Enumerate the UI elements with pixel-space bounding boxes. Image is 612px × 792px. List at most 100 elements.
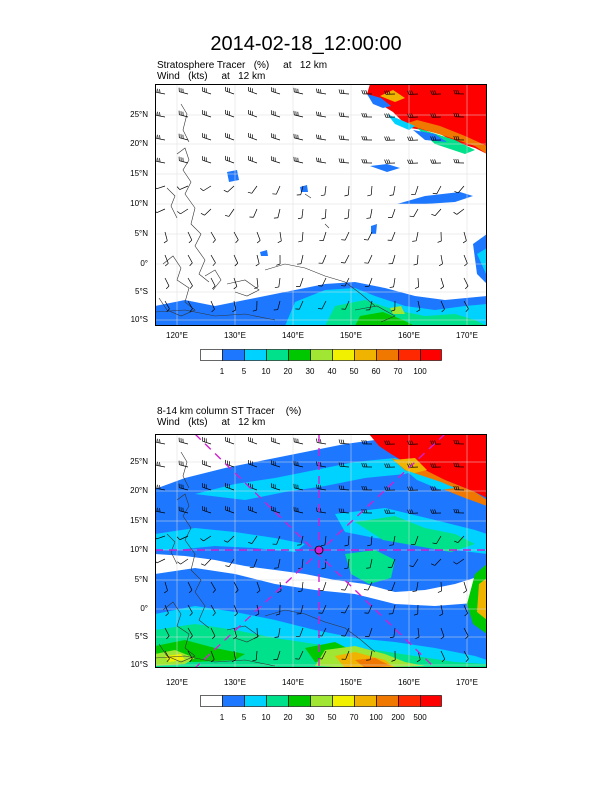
wind-barb bbox=[156, 535, 166, 540]
wind-barb-flag bbox=[166, 635, 170, 640]
panel2-colorbar-label: 20 bbox=[283, 713, 293, 722]
wind-barb-flag bbox=[455, 89, 458, 94]
wind-barb-flag bbox=[407, 113, 410, 118]
panel1-frame bbox=[155, 84, 487, 326]
wind-barb-flag bbox=[384, 509, 387, 514]
panel1-lon-label: 160°E bbox=[398, 331, 420, 340]
wind-barb bbox=[204, 208, 212, 216]
wind-barb-flag bbox=[200, 213, 205, 216]
wind-barb-flag bbox=[441, 658, 446, 663]
wind-barb bbox=[317, 488, 327, 491]
wind-barb-flag bbox=[434, 136, 437, 141]
wind-barb bbox=[413, 208, 419, 217]
cross-section-center-marker bbox=[314, 545, 324, 555]
wind-barb-flag bbox=[367, 544, 372, 547]
wind-barb-flag bbox=[189, 635, 193, 640]
wind-barb bbox=[210, 277, 216, 287]
wind-barb bbox=[325, 208, 327, 219]
wind-barb bbox=[277, 650, 281, 660]
wind-barb bbox=[202, 509, 212, 514]
wind-barb-flag bbox=[177, 211, 181, 215]
panel1-lon-label: 170°E bbox=[456, 331, 478, 340]
wind-barb-flag bbox=[412, 240, 417, 242]
wind-barb bbox=[294, 464, 304, 468]
wind-barb-flag bbox=[342, 439, 345, 444]
wind-barb-flag bbox=[320, 508, 322, 513]
wind-barb bbox=[164, 231, 168, 241]
wind-barb-flag bbox=[320, 439, 322, 444]
wind-barb bbox=[370, 208, 373, 218]
wind-barb bbox=[202, 440, 212, 445]
wind-barb bbox=[271, 113, 281, 118]
wind-barb bbox=[434, 558, 442, 566]
wind-barb-flag bbox=[361, 90, 364, 95]
panel2-coastlines bbox=[155, 451, 376, 667]
wind-barb-flag bbox=[390, 309, 395, 312]
panel1-gridlines bbox=[155, 84, 487, 326]
wind-barb-flag bbox=[413, 613, 418, 616]
wind-barb-flag bbox=[430, 136, 433, 141]
wind-barb bbox=[225, 509, 235, 514]
wind-barb bbox=[322, 581, 327, 591]
wind-barb bbox=[279, 581, 282, 591]
wind-barb-flag bbox=[297, 590, 302, 593]
wind-barb-flag bbox=[454, 191, 459, 194]
wind-barb-flag bbox=[225, 565, 230, 567]
wind-barb bbox=[463, 277, 469, 287]
wind-barb-flag bbox=[457, 485, 460, 490]
wind-barb-flag bbox=[409, 486, 412, 491]
wind-barb-flag bbox=[340, 89, 343, 94]
wind-barb-flag bbox=[366, 217, 371, 219]
wind-barb bbox=[415, 231, 419, 241]
wind-barb-flag bbox=[434, 486, 437, 491]
wind-barb bbox=[340, 138, 350, 141]
wind-barb bbox=[393, 627, 396, 637]
wind-barb bbox=[300, 535, 304, 545]
wind-barb bbox=[256, 581, 261, 591]
panel2-lat-label: 5°N bbox=[134, 575, 148, 584]
wind-barb bbox=[391, 231, 396, 241]
wind-barb bbox=[156, 464, 166, 468]
wind-barb-flag bbox=[177, 561, 181, 565]
wind-barb-flag bbox=[409, 159, 412, 164]
wind-barb-flag bbox=[363, 136, 366, 141]
wind-barb bbox=[164, 650, 170, 659]
wind-barb bbox=[179, 510, 189, 514]
wind-barb bbox=[417, 277, 420, 288]
panel1-colorbar-label: 50 bbox=[349, 367, 359, 376]
wind-barb-flag bbox=[340, 262, 345, 264]
wind-barb-flag bbox=[361, 486, 364, 491]
wind-barb-flag bbox=[211, 635, 216, 640]
wind-barb-flag bbox=[274, 286, 279, 289]
wind-barb-flag bbox=[255, 263, 260, 267]
wind-barb-flag bbox=[165, 263, 169, 267]
panel1-colorbar-label: 5 bbox=[241, 367, 247, 376]
wind-barb bbox=[228, 208, 235, 217]
wind-barb-flag bbox=[340, 462, 343, 467]
wind-barb bbox=[156, 441, 166, 445]
wind-barb bbox=[440, 300, 445, 310]
wind-barb-flag bbox=[338, 485, 341, 490]
wind-barb bbox=[417, 300, 421, 310]
wind-barb-flag bbox=[455, 508, 458, 513]
wind-barb-flag bbox=[157, 88, 159, 93]
wind-barb bbox=[210, 604, 216, 614]
wind-barb bbox=[463, 627, 469, 637]
wind-barb-flag bbox=[361, 159, 364, 164]
wind-barb-flag bbox=[342, 508, 345, 513]
wind-barb-flag bbox=[234, 613, 238, 617]
wind-barb-flag bbox=[344, 544, 349, 547]
wind-barb-flag bbox=[316, 461, 318, 466]
panel1-wind-barbs bbox=[155, 86, 469, 313]
wind-barb bbox=[317, 138, 327, 141]
panel1-colorbar-label: 1 bbox=[219, 367, 225, 376]
wind-barb bbox=[253, 558, 258, 568]
wind-barb-flag bbox=[340, 612, 345, 614]
wind-barb-flag bbox=[407, 440, 410, 445]
panel2-lat-label: 25°N bbox=[130, 457, 148, 466]
wind-barb bbox=[279, 231, 282, 241]
wind-barb-flag bbox=[157, 111, 159, 116]
wind-barb-flag bbox=[159, 112, 161, 117]
wind-barb-flag bbox=[389, 286, 394, 288]
panel1-lon-label: 130°E bbox=[224, 331, 246, 340]
